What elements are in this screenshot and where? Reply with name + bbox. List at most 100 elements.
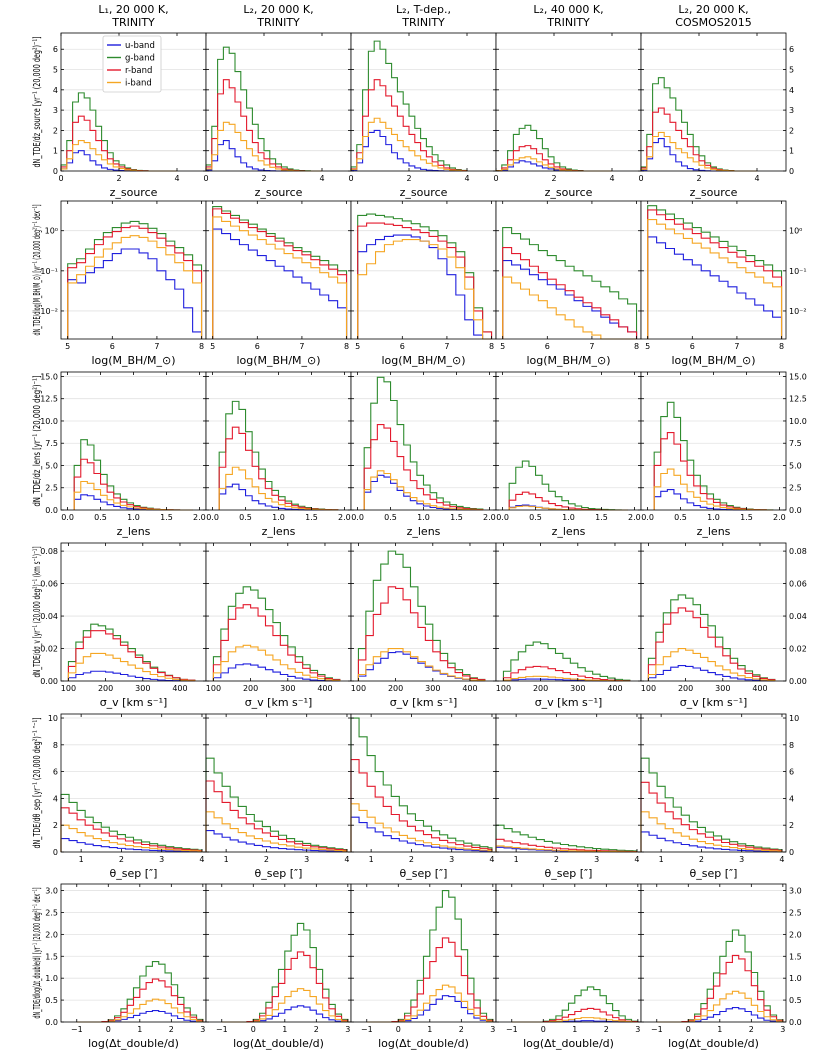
x-tick-label: 2 [261, 174, 266, 183]
y-tick-label: 4 [789, 794, 794, 803]
y-tick-label: 10.0 [40, 417, 58, 426]
x-tick-label: 0.0 [641, 513, 654, 522]
x-tick-label: 7 [299, 342, 304, 351]
i-band-histogram [212, 216, 348, 339]
panel-zlens-3: 0.0 0.5 1.0 1.5 2.0 z_lens [350, 371, 497, 538]
u-band-histogram [212, 228, 348, 339]
panel-zsource-3: 0 2 4 z_source [348, 32, 497, 199]
panel-background [206, 884, 351, 1022]
y-tick-label: 0.5 [789, 996, 802, 1005]
x-tick-label: 200 [388, 684, 403, 693]
panel-sigma-5: 100 200 300 400 0.00 0.02 0.04 0.06 0.08 σ_v [km … [640, 542, 807, 709]
x-tick-label: 2.0 [773, 513, 786, 522]
i-band-histogram [502, 276, 637, 340]
y-tick-label: 0.00 [789, 677, 807, 686]
column-title-line1: L₁, 20 000 K, [98, 3, 168, 16]
legend: u-band g-band r-band i-band [102, 35, 162, 93]
x-tick-label: 6 [110, 342, 115, 351]
x-axis-label: σ_v [km s⁻¹] [390, 696, 458, 709]
y-tick-label: 8 [53, 741, 58, 750]
x-tick-label: 2 [409, 855, 414, 864]
g-band-histogram [212, 206, 348, 339]
x-tick-label: 0 [251, 1025, 256, 1034]
x-tick-label: 2 [119, 855, 124, 864]
y-tick-label: 10 [789, 714, 799, 723]
x-tick-label: 100 [206, 684, 221, 693]
y-tick-label: 10 [48, 714, 58, 723]
x-tick-label: 1.5 [160, 513, 173, 522]
panel-frame [640, 542, 787, 682]
x-tick-label: 5 [65, 342, 70, 351]
y-tick-label: 0.0 [45, 506, 58, 515]
panel-theta-2: 1 2 3 4 θ_sep [″] [205, 713, 352, 880]
r-band-histogram [67, 225, 203, 339]
y-tick-label: 1 [53, 147, 58, 156]
column-title-line1: L₂, 20 000 K, [243, 3, 313, 16]
x-tick-label: 2 [459, 1025, 464, 1034]
x-axis-label: log(Δt_double/d) [88, 1037, 179, 1050]
panel-zlens-2: 0.0 0.5 1.0 1.5 2.0 z_lens [205, 371, 352, 538]
y-tick-label: 6 [53, 768, 58, 777]
x-axis-label: log(M_BH/M_⊙) [671, 354, 755, 367]
panel-dt-5: −1 0 1 2 3 0.0 0.5 1.0 1.5 2.0 2.5 3.0 log(Δt_double… [640, 883, 802, 1050]
panel-zsource-2: 0 2 4 z_source [203, 32, 352, 199]
y-tick-label: 5 [53, 66, 58, 75]
x-axis-label: log(M_BH/M_⊙) [526, 354, 610, 367]
x-axis-label: z_source [400, 186, 448, 199]
x-axis-label: σ_v [km s⁻¹] [680, 696, 748, 709]
x-tick-label: 0 [58, 174, 63, 183]
x-tick-label: 3 [739, 855, 744, 864]
panel-background [641, 543, 786, 681]
x-axis-label: z_source [690, 186, 738, 199]
y-tick-label: 5 [789, 66, 794, 75]
u-band-histogram [205, 830, 348, 853]
x-tick-label: 100 [496, 684, 511, 693]
x-tick-label: 400 [317, 684, 332, 693]
row-dt: dN_TDE/dlog(Δt_double/d) [yr⁻¹ (20,000 d… [32, 883, 802, 1050]
g-band-histogram [502, 641, 631, 681]
column-title-line1: L₂, 20 000 K, [678, 3, 748, 16]
panel-background [641, 884, 786, 1022]
row-zsource: dN_TDE/dz_source [yr⁻¹ (20,000 deg²)⁻¹] 0… [32, 32, 794, 199]
i-band-histogram [67, 652, 196, 682]
y-tick-label: 3 [789, 106, 794, 115]
y-tick-label: 3.0 [45, 887, 58, 896]
x-tick-label: 2 [554, 855, 559, 864]
g-band-histogram [212, 586, 341, 681]
i-band-histogram [60, 824, 203, 852]
y-tick-label: 0.06 [40, 580, 58, 589]
x-axis-label: z_source [110, 186, 158, 199]
x-tick-label: 2 [696, 174, 701, 183]
panel-frame [640, 200, 787, 340]
x-tick-label: 1 [282, 1025, 287, 1034]
panel-theta-4: 1 2 3 4 θ_sep [″] [495, 713, 642, 880]
y-tick-label: 0.04 [40, 612, 58, 621]
x-tick-label: 1.0 [707, 513, 720, 522]
i-band-histogram [350, 117, 468, 172]
y-tick-label: 15.0 [40, 372, 58, 381]
x-axis-label: log(Δt_double/d) [233, 1037, 324, 1050]
x-tick-label: 0.5 [384, 513, 397, 522]
x-tick-label: 0.0 [206, 513, 219, 522]
x-tick-label: 0 [541, 1025, 546, 1034]
x-tick-label: 8 [779, 342, 784, 351]
panel-background [351, 372, 496, 510]
row-zlens: dN_TDE/dz_lens [yr⁻¹ (20,000 deg²)⁻¹]0.0… [32, 371, 807, 538]
x-tick-label: 2.0 [338, 513, 351, 522]
x-tick-label: 2.0 [628, 513, 641, 522]
i-band-histogram [363, 470, 484, 511]
panel-dt-1: −1 0 1 2 3 0.0 0.5 1.0 1.5 2.0 2.5 3.0 log(Δt_double… [45, 883, 207, 1050]
y-tick-label: 3.0 [789, 887, 802, 896]
panel-mbh-2: 5 6 7 8 log(M_BH/M_⊙) [205, 200, 352, 367]
x-tick-label: 2 [699, 855, 704, 864]
u-band-histogram [647, 665, 776, 682]
y-tick-label: 10⁻¹ [40, 267, 58, 276]
y-tick-label: 6 [789, 768, 794, 777]
panel-background [496, 884, 641, 1022]
x-tick-label: 1 [224, 855, 229, 864]
x-tick-label: 2.0 [193, 513, 206, 522]
legend-label: g-band [125, 54, 155, 64]
x-tick-label: 0.0 [61, 513, 74, 522]
x-tick-label: 7 [734, 342, 739, 351]
